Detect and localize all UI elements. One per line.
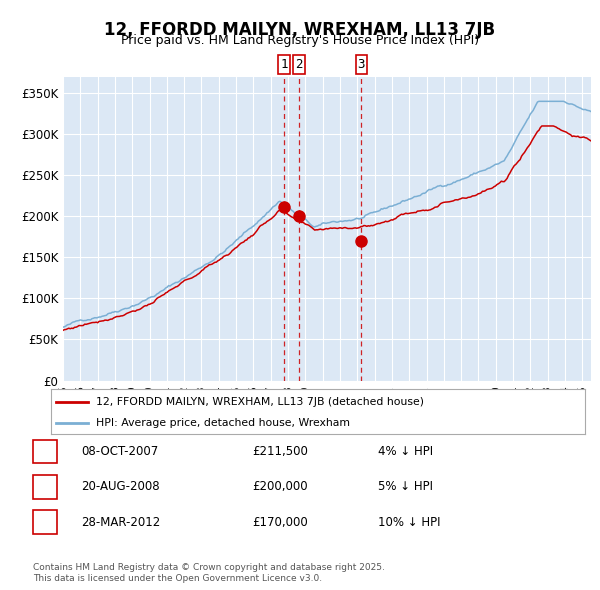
Text: 2: 2	[295, 58, 303, 71]
Text: Price paid vs. HM Land Registry's House Price Index (HPI): Price paid vs. HM Land Registry's House …	[121, 34, 479, 47]
Text: £170,000: £170,000	[252, 516, 308, 529]
Text: HPI: Average price, detached house, Wrexham: HPI: Average price, detached house, Wrex…	[97, 418, 350, 428]
Text: 20-AUG-2008: 20-AUG-2008	[81, 480, 160, 493]
Text: £200,000: £200,000	[252, 480, 308, 493]
Text: 1: 1	[41, 445, 49, 458]
Text: Contains HM Land Registry data © Crown copyright and database right 2025.
This d: Contains HM Land Registry data © Crown c…	[33, 563, 385, 583]
Bar	[356, 54, 367, 74]
Text: 12, FFORDD MAILYN, WREXHAM, LL13 7JB: 12, FFORDD MAILYN, WREXHAM, LL13 7JB	[104, 21, 496, 39]
Text: 4% ↓ HPI: 4% ↓ HPI	[378, 445, 433, 458]
Text: 28-MAR-2012: 28-MAR-2012	[81, 516, 160, 529]
Text: 12, FFORDD MAILYN, WREXHAM, LL13 7JB (detached house): 12, FFORDD MAILYN, WREXHAM, LL13 7JB (de…	[97, 397, 424, 407]
Text: 1: 1	[280, 58, 288, 71]
Text: £211,500: £211,500	[252, 445, 308, 458]
Text: 10% ↓ HPI: 10% ↓ HPI	[378, 516, 440, 529]
Text: 2: 2	[41, 480, 49, 493]
Text: 08-OCT-2007: 08-OCT-2007	[81, 445, 158, 458]
Bar	[278, 54, 290, 74]
Text: 5% ↓ HPI: 5% ↓ HPI	[378, 480, 433, 493]
Bar	[293, 54, 305, 74]
Text: 3: 3	[41, 516, 49, 529]
Text: 3: 3	[358, 58, 365, 71]
